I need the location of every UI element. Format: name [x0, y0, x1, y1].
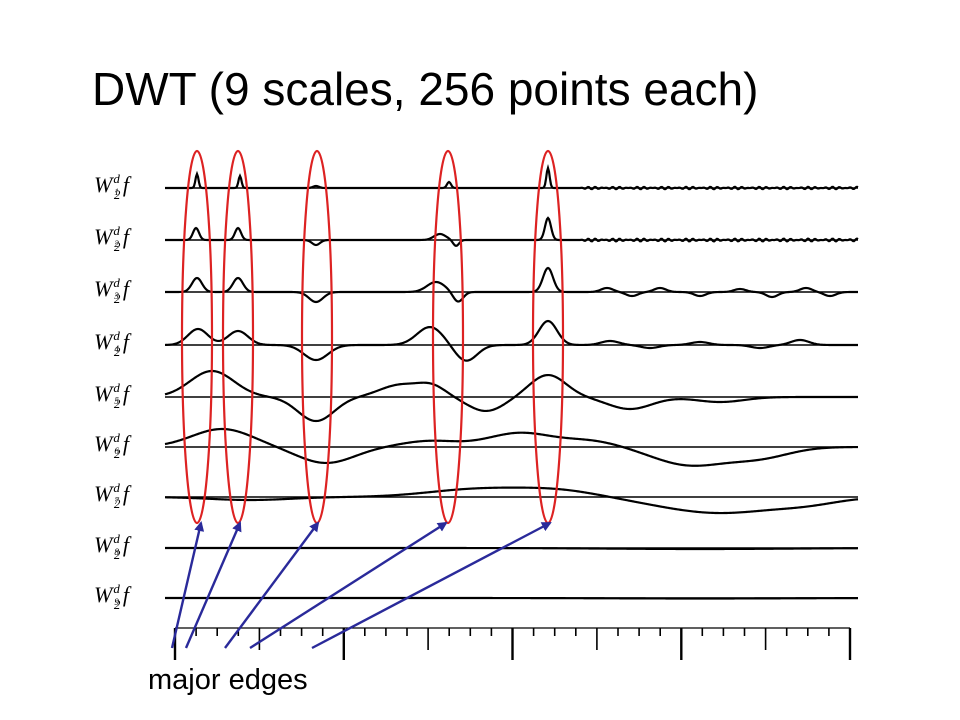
scale-label-7: Wd27 f	[94, 480, 129, 511]
edge-arrow-5	[311, 521, 552, 650]
scale-label-superscript: d	[113, 275, 120, 290]
scale-label-function: f	[122, 224, 129, 249]
scale-2-signal	[165, 216, 859, 247]
scale-6-signal	[164, 427, 858, 467]
scale-label-subscript: 2	[113, 291, 121, 306]
major-edges-label: major edges	[148, 664, 308, 696]
scale-label-exponent: 9	[114, 597, 119, 607]
scale-label-superscript: d	[113, 223, 120, 238]
scale-label-exponent: 6	[114, 446, 119, 456]
slide-title: DWT (9 scales, 256 points each)	[92, 63, 759, 115]
scale-label-subscript: 2	[113, 547, 121, 562]
scale-label-exponent: 3	[114, 291, 119, 301]
scale-8-signal	[165, 546, 859, 551]
edge-ellipse-4	[431, 149, 465, 525]
scale-label-base: W	[94, 582, 113, 607]
scale-label-exponent: 4	[114, 344, 119, 354]
scale-label-base: W	[94, 532, 113, 557]
scale-label-subscript: 2	[113, 496, 121, 511]
scale-label-superscript: d	[113, 171, 120, 186]
edge-arrow-1	[170, 521, 205, 649]
scale-label-6: Wd26 f	[94, 430, 129, 461]
scale-label-3: Wd23 f	[94, 275, 129, 306]
scale-label-function: f	[122, 532, 129, 557]
scale-label-subscript: 2	[113, 187, 121, 202]
scale-label-superscript: d	[113, 328, 120, 343]
scale-label-subscript: 2	[113, 344, 121, 359]
scale-label-1: Wd21 f	[94, 171, 129, 202]
scale-label-subscript: 2	[113, 446, 121, 461]
scale-label-superscript: d	[113, 581, 120, 596]
scale-label-function: f	[122, 329, 129, 354]
scale-label-base: W	[94, 276, 113, 301]
scale-label-5: Wd25 f	[94, 380, 129, 411]
scale-label-base: W	[94, 431, 113, 456]
scale-label-subscript: 2	[113, 396, 121, 411]
scale-label-base: W	[94, 381, 113, 406]
scale-label-superscript: d	[113, 480, 120, 495]
edge-ellipse-3	[300, 149, 334, 525]
edge-arrow-4	[249, 521, 448, 650]
scale-label-4: Wd24 f	[94, 328, 129, 359]
scale-label-function: f	[122, 431, 129, 456]
scale-label-base: W	[94, 481, 113, 506]
scale-3-signal	[165, 266, 858, 304]
scale-label-function: f	[122, 381, 129, 406]
scale-label-exponent: 5	[114, 396, 119, 406]
scale-label-8: Wd28 f	[94, 531, 129, 562]
scale-label-base: W	[94, 224, 113, 249]
edge-arrow-2	[184, 521, 242, 649]
scale-label-function: f	[122, 481, 129, 506]
scale-label-exponent: 7	[114, 496, 119, 506]
scale-label-subscript: 2	[113, 239, 121, 254]
scale-label-exponent: 1	[114, 187, 119, 197]
scale-label-base: W	[94, 172, 113, 197]
edge-ellipse-5	[531, 149, 565, 525]
scale-label-function: f	[122, 172, 129, 197]
scale-5-signal	[164, 369, 858, 423]
scale-label-base: W	[94, 329, 113, 354]
scale-label-9: Wd29 f	[94, 581, 129, 612]
scale-label-function: f	[122, 582, 129, 607]
scale-4-signal	[164, 319, 858, 362]
scale-label-function: f	[122, 276, 129, 301]
scale-label-exponent: 2	[114, 239, 119, 249]
scale-7-signal	[164, 486, 859, 515]
scale-label-2: Wd22 f	[94, 223, 129, 254]
scale-label-exponent: 8	[114, 547, 119, 557]
scale-label-subscript: 2	[113, 597, 121, 612]
scale-9-signal	[165, 596, 858, 600]
edge-arrow-3	[224, 521, 320, 649]
scale-label-superscript: d	[113, 380, 120, 395]
scale-label-superscript: d	[113, 531, 120, 546]
scale-1-signal	[165, 163, 859, 191]
scale-label-superscript: d	[113, 430, 120, 445]
